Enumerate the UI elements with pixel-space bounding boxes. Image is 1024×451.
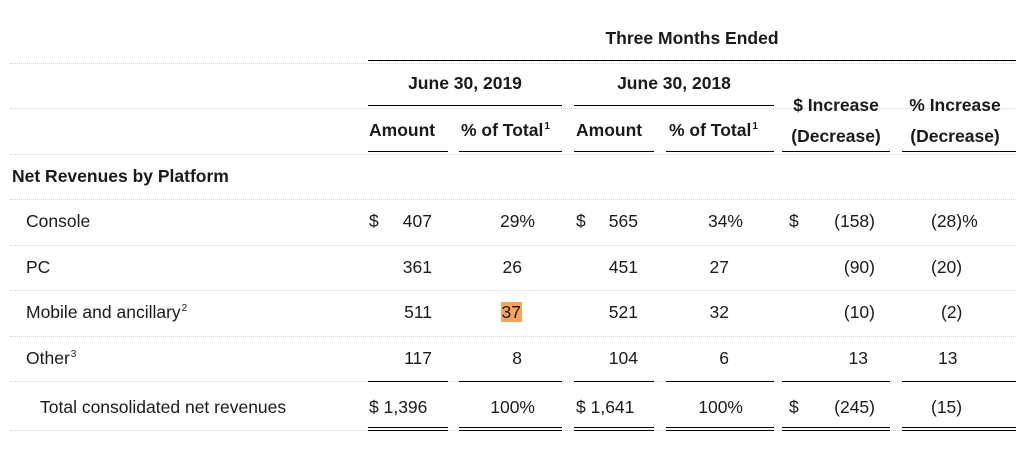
header-group-title: Three Months Ended	[605, 28, 779, 48]
total-double-rule	[459, 427, 562, 431]
row-label: Other3	[26, 348, 77, 368]
footnote-marker: 1	[544, 121, 550, 132]
pct-total-2018: 6	[719, 348, 729, 368]
pct-change: (2)	[941, 302, 963, 322]
dollar-change: (90)	[843, 257, 875, 277]
header-rule	[574, 151, 654, 152]
header-rule	[368, 60, 1016, 61]
row-separator	[10, 154, 1016, 155]
pct-total-2018: 27	[709, 257, 729, 277]
amount-2018: 104	[608, 348, 638, 368]
subtotal-rule	[902, 381, 1016, 382]
amount-2019: 511	[404, 302, 432, 322]
total-double-rule	[782, 427, 890, 431]
dollar-change: (158)	[834, 211, 875, 231]
row-label: Console	[26, 211, 91, 231]
amount-2019: 407	[402, 211, 432, 231]
header-rule	[368, 105, 562, 106]
total-amount-2018: $ 1,641	[576, 397, 635, 417]
total-label: Total consolidated net revenues	[40, 397, 287, 417]
header-amount-2018: Amount	[576, 120, 643, 140]
dollar-change: 13	[848, 348, 868, 368]
total-dollar-change: (245)	[834, 397, 875, 417]
row-separator	[10, 63, 1016, 64]
header-rule	[574, 105, 774, 106]
amount-2019: 361	[402, 257, 432, 277]
header-amount-2019: Amount	[369, 120, 436, 140]
subtotal-rule	[782, 381, 890, 382]
pct-total-2019: 8	[512, 348, 522, 368]
total-amount-2019: $ 1,396	[369, 397, 428, 417]
header-pct-total-2019: % of Total1	[461, 120, 550, 140]
row-separator	[10, 290, 1016, 291]
amount-2018: 565	[608, 211, 638, 231]
currency-symbol: $	[789, 397, 799, 417]
total-pct-2018: 100%	[698, 397, 743, 417]
header-pct-total-2018: % of Total1	[669, 120, 758, 140]
pct-total-2019: 29%	[499, 211, 535, 231]
row-label: PC	[26, 257, 51, 277]
header-rule	[368, 151, 448, 152]
currency-symbol: $	[576, 211, 586, 231]
currency-symbol: $	[369, 211, 379, 231]
pct-total-2019: 26	[502, 257, 522, 277]
total-pct-change: (15)	[931, 397, 963, 417]
total-pct-2019: 100%	[490, 397, 535, 417]
pct-total-2018: 34%	[707, 211, 743, 231]
footnote-marker: 1	[752, 121, 758, 132]
row-separator	[10, 245, 1016, 246]
pct-total-2018: 32	[709, 302, 729, 322]
pct-total-2019: 37	[470, 302, 522, 322]
header-period-2019: June 30, 2019	[408, 73, 522, 93]
header-rule	[666, 151, 774, 152]
total-double-rule	[902, 427, 1016, 431]
amount-2019: 117	[404, 348, 432, 368]
row-separator	[10, 108, 1016, 109]
amount-2018: 451	[608, 257, 638, 277]
highlighted-value: 37	[500, 302, 522, 322]
subtotal-rule	[459, 381, 562, 382]
section-title: Net Revenues by Platform	[12, 166, 229, 186]
header-rule	[459, 151, 562, 152]
header-rule	[782, 151, 890, 152]
row-separator	[10, 336, 1016, 337]
footnote-marker: 2	[181, 303, 188, 314]
subtotal-rule	[574, 381, 654, 382]
footnote-marker: 3	[70, 349, 77, 360]
total-double-rule	[574, 427, 654, 431]
header-rule	[902, 151, 1016, 152]
total-double-rule	[368, 427, 448, 431]
pct-change: (20)	[931, 257, 963, 277]
total-double-rule	[666, 427, 774, 431]
pct-change: 13	[938, 348, 958, 368]
header-dollar-change: $ Increase (Decrease)	[791, 95, 881, 146]
header-pct-change: % Increase (Decrease)	[909, 95, 1001, 146]
pct-change: (28)%	[931, 211, 978, 231]
amount-2018: 521	[608, 302, 638, 322]
row-label: Mobile and ancillary2	[26, 302, 188, 322]
header-period-2018: June 30, 2018	[617, 73, 731, 93]
subtotal-rule	[666, 381, 774, 382]
currency-symbol: $	[789, 211, 799, 231]
row-separator	[10, 199, 1016, 200]
dollar-change: (10)	[843, 302, 875, 322]
subtotal-rule	[368, 381, 448, 382]
